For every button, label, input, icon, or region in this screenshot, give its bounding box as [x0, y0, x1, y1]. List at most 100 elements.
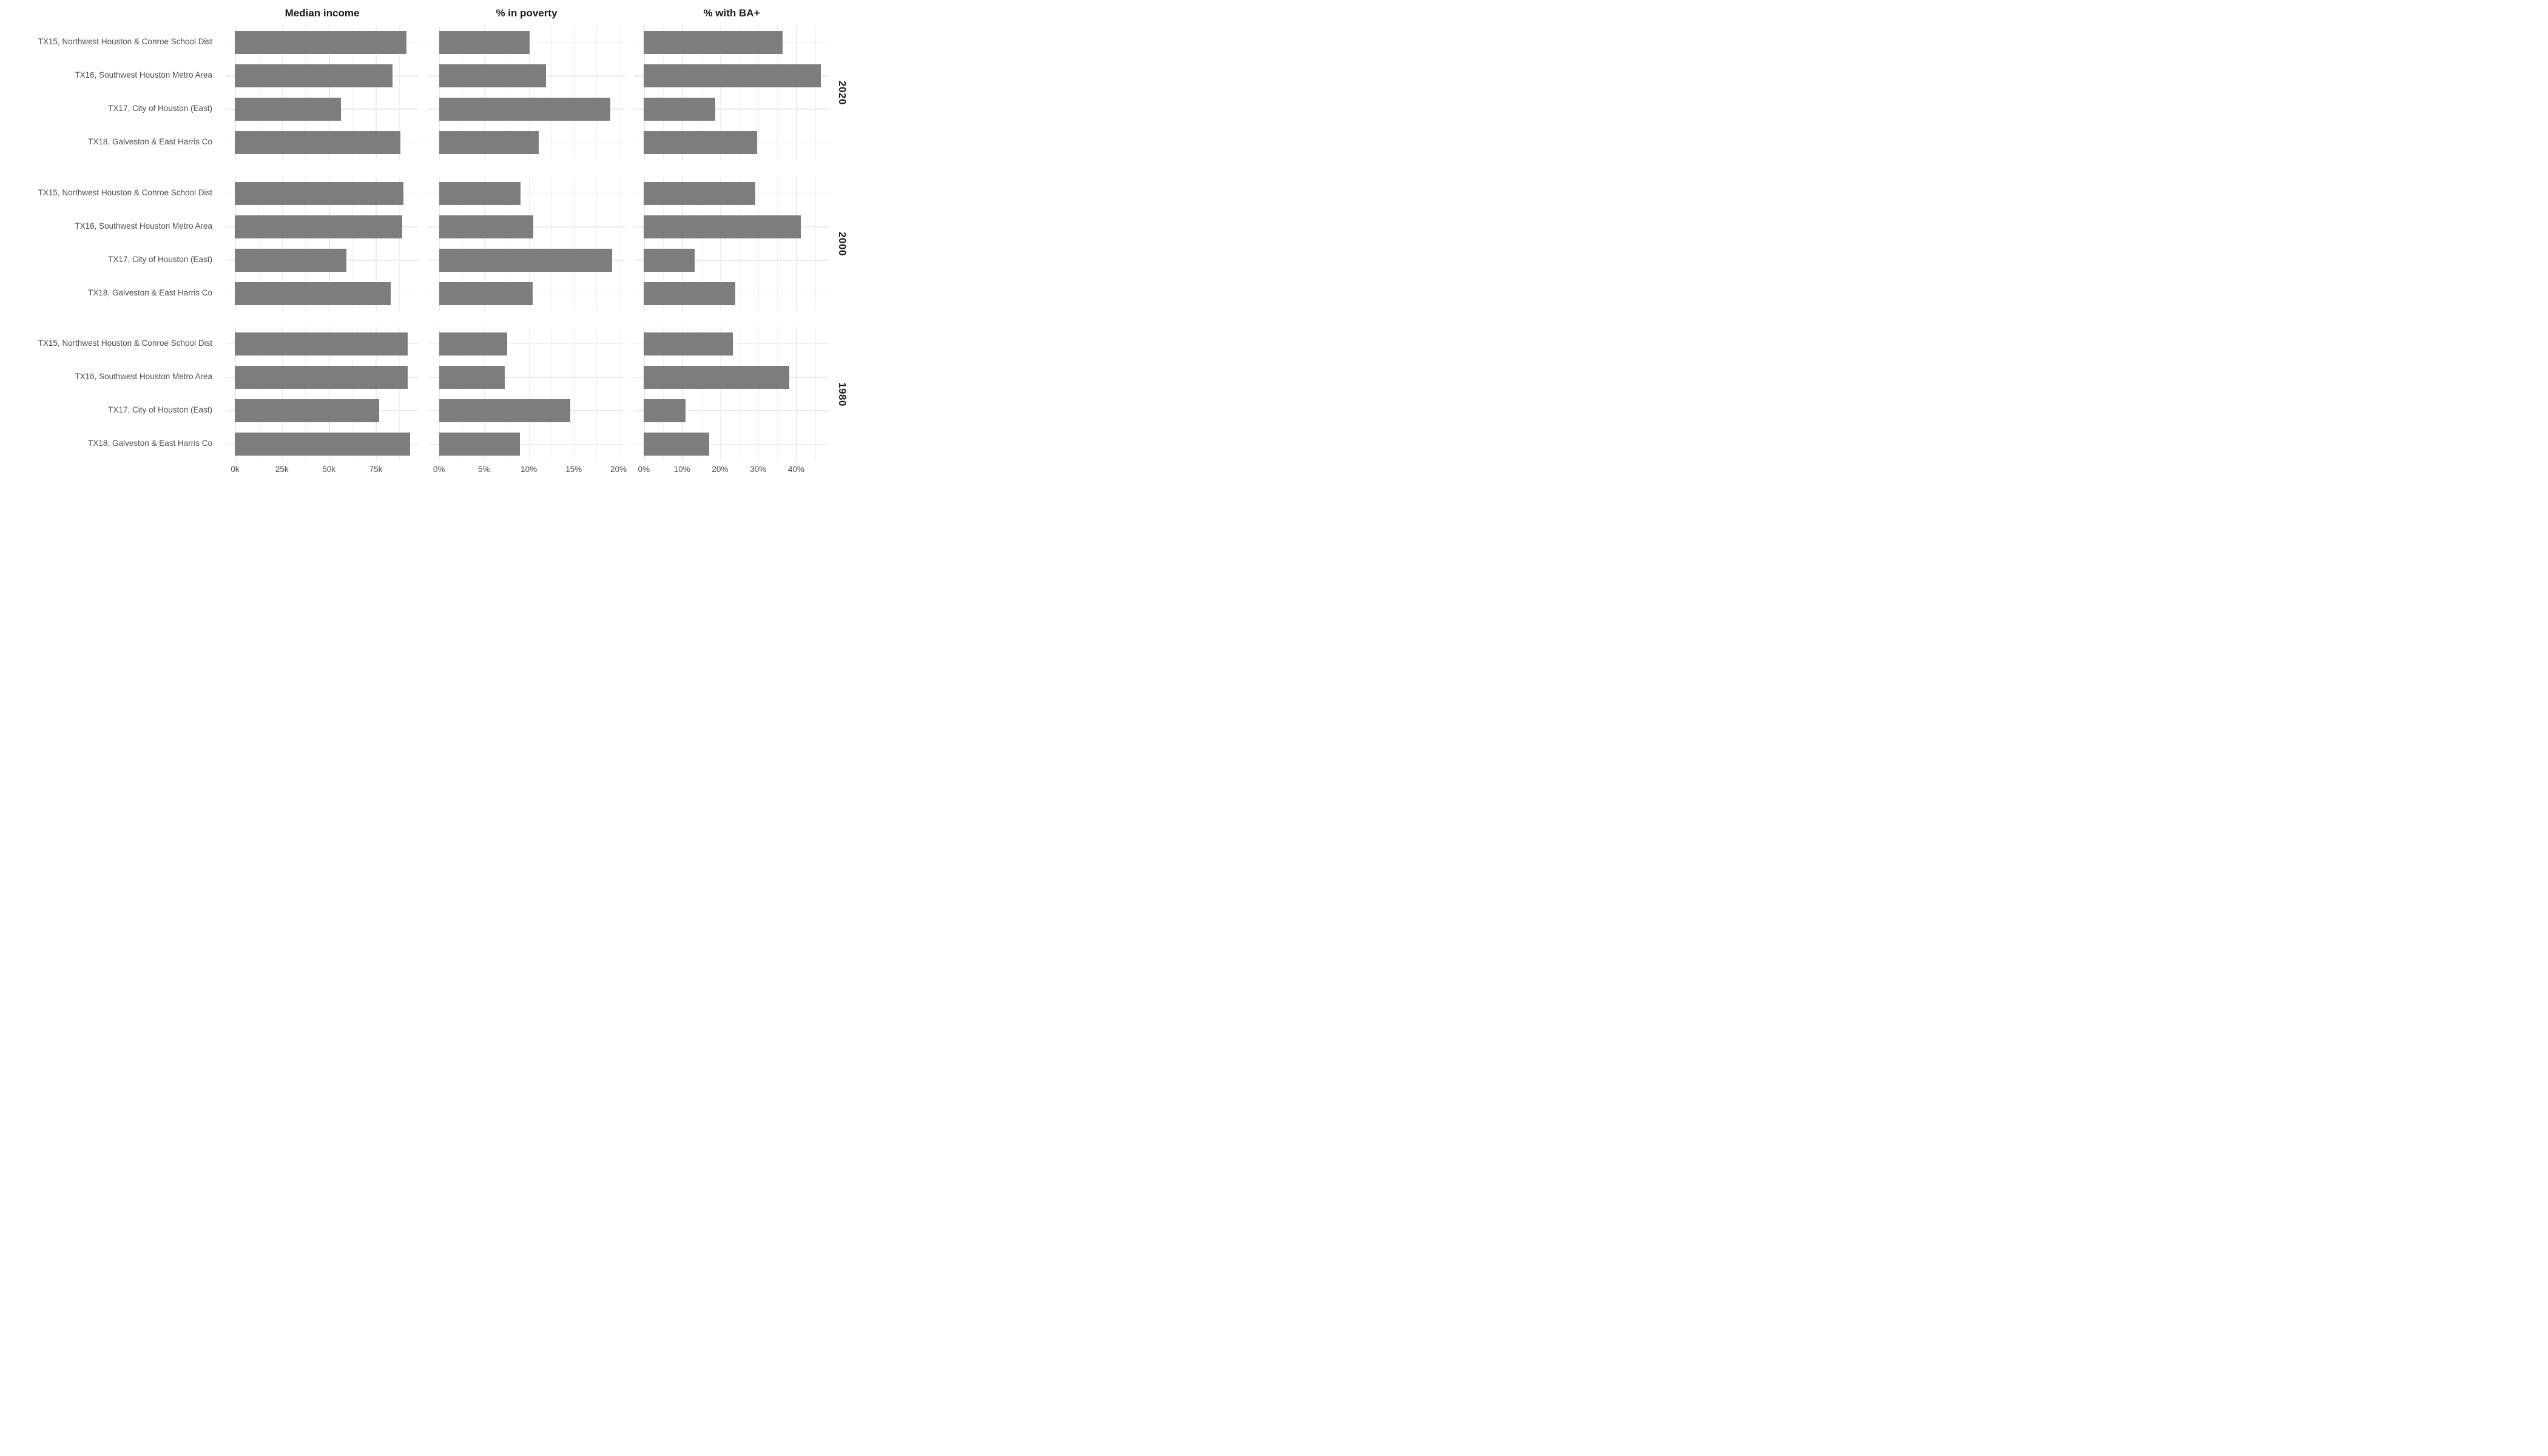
- gridline-vertical-major: [281, 177, 283, 311]
- gridline-vertical-major: [528, 177, 530, 311]
- bar-1980-metric1-cat2: [235, 365, 408, 389]
- gridline-vertical-major: [682, 25, 683, 160]
- bar-1980-metric1-cat1: [235, 332, 408, 356]
- gridline-horizontal: [634, 443, 829, 445]
- facet-strip-1980: 1980: [837, 382, 848, 406]
- gridline-vertical-minor: [352, 25, 353, 160]
- panel-2020-3: [634, 25, 829, 160]
- bar-2020-metric2-cat3: [439, 98, 611, 121]
- gridline-vertical-minor: [352, 327, 353, 461]
- x-tick-label: 10%: [521, 465, 538, 474]
- gridline-vertical-major: [528, 327, 530, 461]
- x-tick-label: 25k: [275, 465, 289, 474]
- panel-2000-1: [226, 177, 419, 311]
- x-tick-label: 50k: [322, 465, 336, 474]
- bar-2020-metric1-cat1: [235, 30, 407, 54]
- bar-2000-metric1-cat3: [235, 249, 346, 272]
- panel-1980-3: [634, 327, 829, 461]
- category-label: TX16, Southwest Houston Metro Area: [75, 70, 212, 79]
- gridline-vertical-minor: [739, 327, 740, 461]
- gridline-vertical-major: [573, 177, 575, 311]
- gridline-vertical-major: [376, 177, 377, 311]
- category-label: TX15, Northwest Houston & Conroe School …: [38, 338, 212, 348]
- gridline-vertical-minor: [305, 177, 306, 311]
- bar-2000-metric2-cat1: [439, 181, 521, 205]
- bar-1980-metric3-cat2: [644, 365, 790, 389]
- gridline-vertical-major: [720, 25, 721, 160]
- bar-2020-metric3-cat2: [644, 64, 821, 87]
- x-tick-label: 5%: [477, 465, 490, 474]
- category-label: TX17, City of Houston (East): [108, 405, 212, 415]
- gridline-vertical-major: [439, 327, 440, 461]
- gridline-vertical-major: [329, 25, 330, 160]
- gridline-vertical-major: [439, 177, 440, 311]
- x-tick-label: 0k: [231, 465, 240, 474]
- panel-2020-1: [226, 25, 419, 160]
- panel-title: % with BA+: [703, 7, 760, 19]
- bar-2020-metric3-cat1: [644, 30, 783, 54]
- panel-title: Median income: [285, 7, 360, 19]
- gridline-vertical-minor: [777, 327, 778, 461]
- x-tick-label: 30%: [750, 465, 767, 474]
- x-tick-label: 40%: [787, 465, 804, 474]
- gridline-horizontal: [634, 410, 829, 411]
- gridline-vertical-major: [618, 327, 620, 461]
- gridline-vertical-minor: [551, 177, 552, 311]
- gridline-horizontal: [634, 109, 829, 110]
- category-label: TX18, Galveston & East Harris Co: [88, 137, 212, 147]
- gridline-vertical-minor: [399, 327, 400, 461]
- gridline-vertical-minor: [352, 177, 353, 311]
- gridline-vertical-major: [376, 327, 377, 461]
- gridline-vertical-minor: [777, 25, 778, 160]
- panel-2000-3: [634, 177, 829, 311]
- gridline-vertical-major: [758, 177, 760, 311]
- gridline-vertical-major: [484, 327, 485, 461]
- bar-2020-metric1-cat2: [235, 64, 393, 87]
- facet-strip-2000: 2000: [837, 231, 848, 256]
- bar-1980-metric3-cat4: [644, 433, 710, 456]
- gridline-vertical-minor: [815, 25, 816, 160]
- category-label: TX17, City of Houston (East): [108, 255, 212, 265]
- gridline-vertical-minor: [551, 327, 552, 461]
- gridline-vertical-major: [528, 25, 530, 160]
- bar-1980-metric2-cat3: [439, 399, 570, 423]
- x-tick-label: 0%: [638, 465, 650, 474]
- gridline-vertical-minor: [739, 177, 740, 311]
- panel-2000-2: [428, 177, 625, 311]
- gridline-vertical-minor: [662, 177, 664, 311]
- gridline-vertical-major: [329, 327, 330, 461]
- gridline-vertical-major: [758, 25, 760, 160]
- gridline-horizontal: [428, 377, 625, 378]
- panel-1980-1: [226, 327, 419, 461]
- gridline-vertical-minor: [662, 25, 664, 160]
- gridline-vertical-minor: [258, 177, 260, 311]
- x-tick-label: 15%: [565, 465, 582, 474]
- bar-2020-metric2-cat1: [439, 30, 530, 54]
- x-tick-label: 0%: [433, 465, 445, 474]
- gridline-vertical-minor: [399, 177, 400, 311]
- gridline-vertical-minor: [777, 177, 778, 311]
- gridline-vertical-minor: [258, 25, 260, 160]
- bar-2000-metric1-cat2: [235, 215, 403, 238]
- bar-1980-metric2-cat2: [439, 365, 505, 389]
- gridline-vertical-major: [573, 25, 575, 160]
- gridline-horizontal: [428, 343, 625, 345]
- bar-1980-metric1-cat4: [235, 433, 410, 456]
- bar-1980-metric2-cat4: [439, 433, 520, 456]
- bar-2000-metric3-cat3: [644, 249, 695, 272]
- gridline-vertical-minor: [815, 327, 816, 461]
- bar-2020-metric1-cat3: [235, 98, 341, 121]
- gridline-vertical-major: [682, 177, 683, 311]
- bar-2020-metric3-cat3: [644, 98, 716, 121]
- panel-1980-2: [428, 327, 625, 461]
- gridline-vertical-major: [281, 25, 283, 160]
- gridline-vertical-major: [758, 327, 760, 461]
- bar-2000-metric2-cat3: [439, 249, 613, 272]
- gridline-vertical-minor: [662, 327, 664, 461]
- facet-strip-2020: 2020: [837, 80, 848, 105]
- gridline-vertical-major: [682, 327, 683, 461]
- panel-2020-2: [428, 25, 625, 160]
- bar-2020-metric1-cat4: [235, 131, 400, 155]
- bar-1980-metric1-cat3: [235, 399, 380, 423]
- gridline-horizontal: [428, 443, 625, 445]
